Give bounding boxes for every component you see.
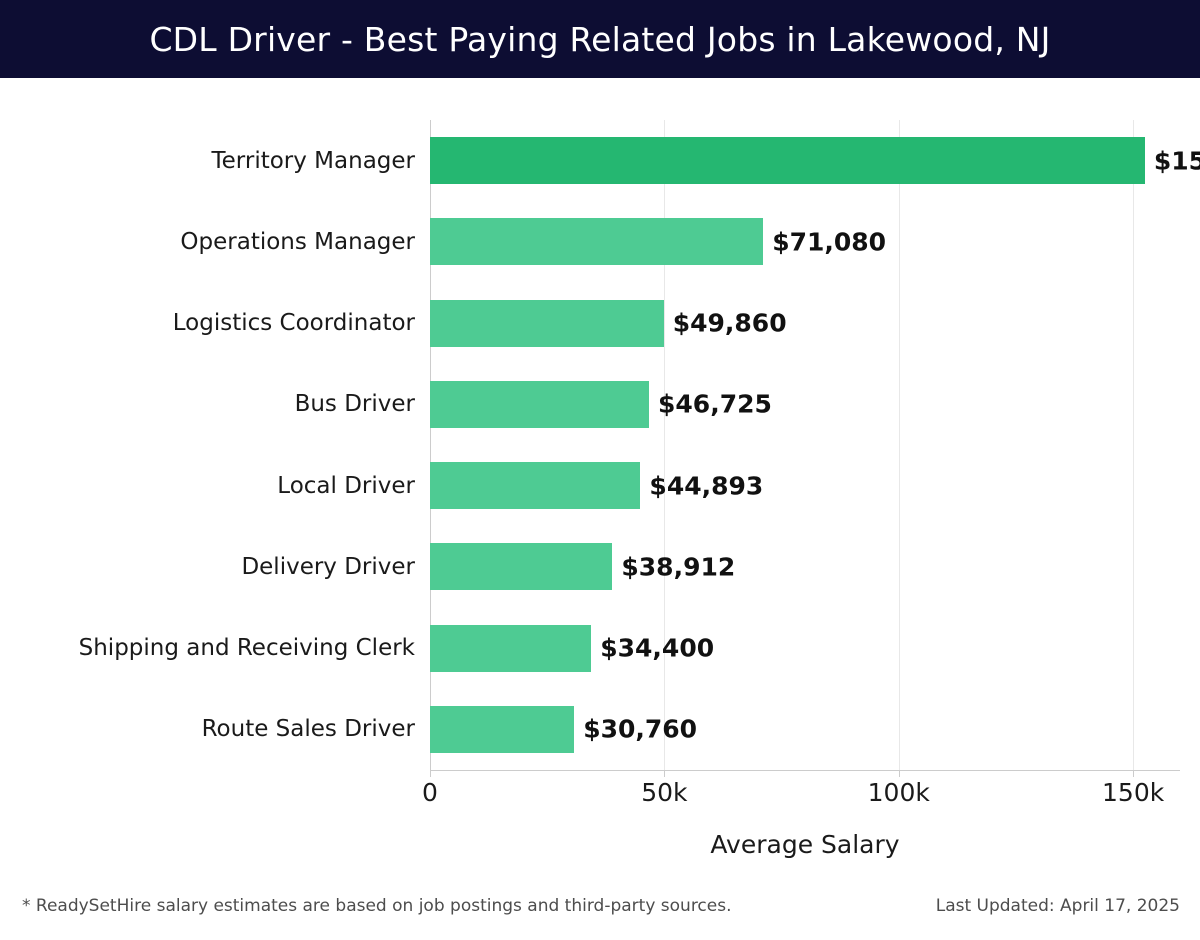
bar-row[interactable]: $44,893 [430, 462, 1180, 510]
category-label: Local Driver [277, 472, 415, 499]
footer-disclaimer: * ReadySetHire salary estimates are base… [22, 896, 732, 916]
category-label: Operations Manager [180, 228, 415, 255]
x-axis-tick [1133, 770, 1135, 777]
gridline [898, 120, 900, 770]
bar-row[interactable]: $49,860 [430, 299, 1180, 347]
bar-row[interactable]: $152,500 [430, 137, 1200, 185]
bar[interactable] [430, 218, 764, 266]
bar[interactable] [430, 137, 1145, 185]
bar[interactable] [430, 299, 664, 347]
x-axis-tick-label: 100k [867, 778, 930, 807]
bar-value-label: $152,500 [1153, 146, 1200, 176]
bar-row[interactable]: $71,080 [430, 218, 1180, 266]
bar-value-label: $46,725 [658, 389, 772, 419]
bar-value-label: $34,400 [600, 633, 715, 663]
bar-value-label: $49,860 [672, 308, 787, 338]
bar-value-label: $30,760 [583, 714, 698, 744]
category-label: Delivery Driver [241, 553, 415, 580]
bar-value-label: $71,080 [772, 227, 887, 257]
bar[interactable] [430, 705, 575, 753]
bar-row[interactable]: $34,400 [430, 624, 1180, 672]
x-axis-tick-labels: 0 50k 100k 150k [422, 778, 1180, 818]
gridline [1133, 120, 1135, 770]
x-axis-tick-label: 150k [1102, 778, 1165, 807]
bar[interactable] [430, 462, 641, 510]
bar-row[interactable]: $46,725 [430, 380, 1180, 428]
page-title: CDL Driver - Best Paying Related Jobs in… [149, 19, 1051, 59]
footer: * ReadySetHire salary estimates are base… [0, 896, 1200, 940]
bar[interactable] [430, 624, 592, 672]
category-label: Shipping and Receiving Clerk [78, 635, 415, 662]
x-axis-tick [898, 770, 900, 777]
y-axis-spine [430, 120, 431, 770]
category-label: Bus Driver [294, 391, 415, 418]
plot-area: $152,500 $71,080 $49,860 $46,725 $44,893 $38,… [430, 120, 1200, 777]
chart-area: Territory Manager Operations Manager Logis… [0, 78, 1200, 878]
category-label: Logistics Coordinator [172, 310, 415, 337]
x-axis-title: Average Salary [710, 830, 900, 859]
bar-row[interactable]: $30,760 [430, 705, 1180, 753]
header-band [0, 0, 1200, 78]
x-axis-tick-label: 50k [641, 778, 688, 807]
x-axis-tick-label: 0 [422, 778, 438, 807]
category-axis-labels: Territory Manager Operations Manager Logis… [0, 120, 415, 770]
bar-value-label: $38,912 [621, 552, 736, 582]
bar[interactable] [430, 380, 650, 428]
footer-last-updated: Last Updated: April 17, 2025 [935, 896, 1180, 916]
category-label: Territory Manager [211, 147, 415, 174]
bar-value-label: $44,893 [649, 471, 764, 501]
x-axis-tick [430, 770, 431, 777]
x-axis-tick [664, 770, 666, 777]
bar-row[interactable]: $38,912 [430, 543, 1180, 591]
gridline [664, 120, 666, 770]
bar[interactable] [430, 543, 613, 591]
x-axis-spine [430, 770, 1180, 771]
category-label: Route Sales Driver [201, 716, 415, 743]
